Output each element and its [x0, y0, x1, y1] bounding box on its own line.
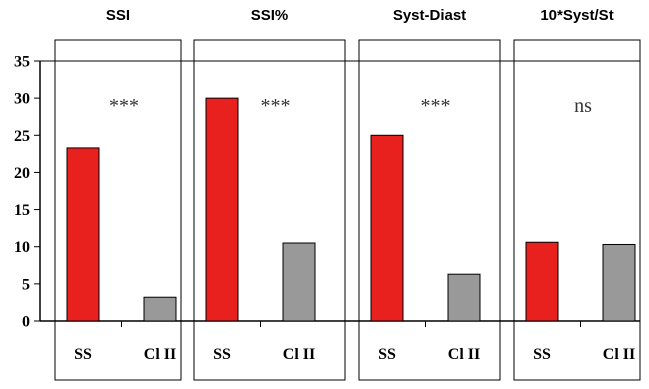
panel-title-3: Syst-Diast [393, 7, 466, 24]
bar-2-ss [205, 97, 239, 322]
significance-annotation-3: *** [421, 95, 451, 117]
y-tick-label-15: 15 [14, 202, 30, 219]
significance-annotation-1: *** [109, 95, 139, 117]
x-category-label-3-cl-ii: Cl II [448, 346, 480, 363]
x-category-label-4-ss: SS [533, 346, 551, 363]
x-category-label-4-cl-ii: Cl II [603, 346, 635, 363]
x-category-label-2-cl-ii: Cl II [283, 346, 315, 363]
significance-annotation-2: *** [261, 95, 291, 117]
y-tick-label-5: 5 [22, 276, 30, 293]
bar-2-cl-ii [282, 242, 316, 322]
bar-1-cl-ii [143, 296, 177, 322]
y-tick-label-35: 35 [14, 54, 30, 71]
x-category-label-1-ss: SS [74, 346, 92, 363]
panel-title-4: 10*Syst/St [540, 7, 613, 24]
y-tick-label-30: 30 [14, 91, 30, 108]
panel-frame-4 [513, 39, 641, 381]
bar-3-cl-ii [447, 273, 481, 322]
panel-frame-3 [358, 39, 501, 381]
bar-3-ss [370, 134, 404, 322]
x-category-label-1-cl-ii: Cl II [144, 346, 176, 363]
bar-4-cl-ii [602, 243, 636, 322]
panel-title-1: SSI [106, 7, 130, 24]
panel-frame-1 [54, 39, 182, 381]
y-tick-label-10: 10 [14, 239, 30, 256]
significance-annotation-4: ns [574, 95, 592, 117]
bar-4-ss [525, 241, 559, 322]
x-category-label-2-ss: SS [213, 346, 231, 363]
panel-frame-2 [193, 39, 346, 381]
panel-title-2: SSI% [251, 7, 289, 24]
bar-1-ss [66, 147, 100, 322]
x-category-label-3-ss: SS [378, 346, 396, 363]
y-tick-label-20: 20 [14, 165, 30, 182]
y-tick-label-0: 0 [22, 314, 30, 331]
y-tick-label-25: 25 [14, 128, 30, 145]
